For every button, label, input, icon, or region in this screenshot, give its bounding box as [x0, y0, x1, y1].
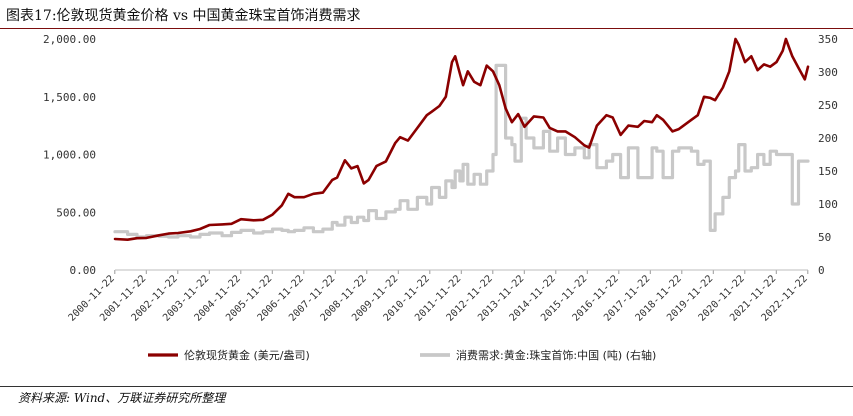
source-note: 资料来源: Wind、万联证券研究所整理 — [18, 391, 226, 405]
chart-title: 图表17:伦敦现货黄金价格 vs 中国黄金珠宝首饰消费需求 — [6, 8, 361, 24]
jewelry-demand-series-line — [113, 63, 810, 239]
right-axis-tick-label: 250 — [818, 99, 838, 112]
right-axis-tick-label: 0 — [818, 264, 825, 277]
legend-label: 消费需求:黄金:珠宝首饰:中国 (吨) (右轴) — [456, 348, 656, 362]
left-axis-tick-label: 500.00 — [56, 206, 96, 219]
left-axis-tick-label: 1,500.00 — [43, 91, 96, 104]
legend-label: 伦敦现货黄金 (美元/盎司) — [184, 348, 310, 362]
gold-price-series-line — [113, 37, 810, 241]
right-axis-tick-label: 200 — [818, 132, 838, 145]
left-axis-tick-label: 2,000.00 — [43, 33, 96, 46]
title-divider — [0, 28, 853, 29]
legend: 伦敦现货黄金 (美元/盎司) 消费需求:黄金:珠宝首饰:中国 (吨) (右轴) — [148, 348, 656, 362]
x-axis-tick-labels: 2000-11-222001-11-222002-11-222003-11-22… — [67, 270, 810, 324]
right-axis-tick-label: 50 — [818, 231, 831, 244]
left-axis-tick-label: 1,000.00 — [43, 149, 96, 162]
right-axis-tick-label: 150 — [818, 165, 838, 178]
legend-jewelry-demand: 消费需求:黄金:珠宝首饰:中国 (吨) (右轴) — [420, 348, 656, 362]
footer-divider — [0, 386, 853, 387]
left-axis-tick-labels: 0.00 500.00 1,000.00 1,500.00 2,000.00 — [43, 33, 96, 277]
gold-price-vs-demand-chart: 0.00 500.00 1,000.00 1,500.00 2,000.00 0 50 10… — [43, 33, 838, 362]
left-axis-tick-label: 0.00 — [70, 264, 97, 277]
legend-gold-price: 伦敦现货黄金 (美元/盎司) — [148, 348, 310, 362]
right-axis-tick-label: 100 — [818, 198, 838, 211]
series-layer — [113, 37, 810, 241]
right-axis-tick-label: 300 — [818, 66, 838, 79]
right-axis-tick-labels: 0 50 100 150 200 250 300 350 — [818, 33, 838, 277]
right-axis-tick-label: 350 — [818, 33, 838, 46]
